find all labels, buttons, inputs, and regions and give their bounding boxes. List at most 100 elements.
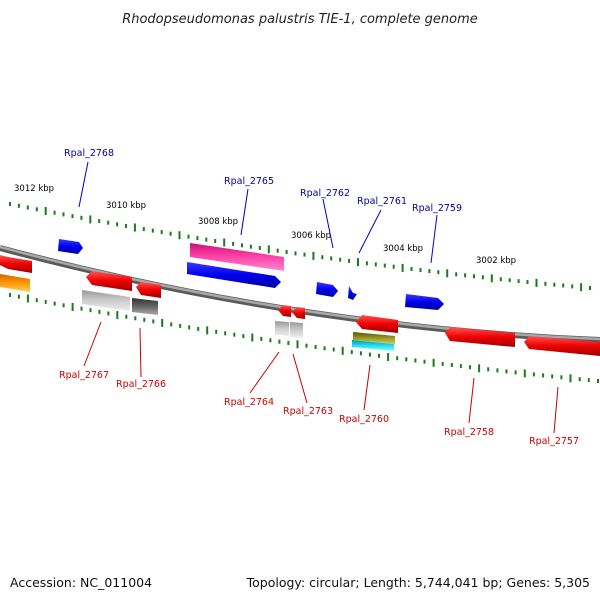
scale-tick-major bbox=[523, 369, 526, 378]
scale-tick-minor bbox=[496, 368, 499, 373]
scale-tick-minor bbox=[35, 298, 38, 303]
gene-label-rpal-2765[interactable]: Rpal_2765 bbox=[224, 176, 274, 187]
gene-label-rpal-2766[interactable]: Rpal_2766 bbox=[116, 379, 166, 390]
gene-rpal-2764-gray[interactable] bbox=[275, 321, 289, 336]
scale-tick-minor bbox=[383, 263, 386, 268]
scale-tick-major bbox=[312, 251, 315, 260]
gene-label-rpal-2759[interactable]: Rpal_2759 bbox=[412, 203, 462, 214]
scale-tick-minor bbox=[348, 258, 351, 263]
callout-line-rpal-2757 bbox=[553, 386, 559, 434]
scale-tick-minor bbox=[276, 248, 279, 253]
scale-tick-minor bbox=[269, 338, 272, 343]
gene-rpal-2763-gray[interactable] bbox=[290, 322, 303, 338]
scale-tick-major bbox=[490, 274, 493, 283]
scale-tick-minor bbox=[249, 244, 252, 249]
scale-tick-minor bbox=[233, 332, 236, 337]
forward-callout-lines bbox=[78, 161, 438, 264]
scale-tick-minor bbox=[44, 299, 47, 304]
scale-ticks-reverse bbox=[9, 293, 599, 383]
gene-partial-orange-left[interactable] bbox=[0, 274, 30, 292]
gene-rpal-2764[interactable] bbox=[278, 305, 291, 317]
scale-tick-minor bbox=[151, 228, 154, 233]
scale-tick-minor bbox=[287, 341, 290, 345]
topology-text: Topology: circular; Length: 5,744,041 bp… bbox=[246, 575, 590, 590]
scale-tick-minor bbox=[9, 202, 11, 206]
scale-tick-major bbox=[206, 326, 209, 335]
callout-line-rpal-2760 bbox=[363, 364, 371, 411]
gene-label-rpal-2764[interactable]: Rpal_2764 bbox=[224, 397, 274, 408]
callout-line-rpal-2766 bbox=[139, 327, 142, 378]
scale-tick-minor bbox=[214, 239, 217, 243]
gene-rpal-2758[interactable] bbox=[445, 327, 515, 347]
scale-tick-minor bbox=[303, 252, 306, 257]
gene-rpal-2760-cyan[interactable] bbox=[352, 340, 394, 351]
scale-tick-minor bbox=[526, 280, 529, 284]
scale-tick-minor bbox=[392, 264, 395, 269]
callout-line-rpal-2761 bbox=[358, 209, 382, 254]
scale-tick-major bbox=[133, 223, 136, 232]
scale-tick-minor bbox=[169, 231, 172, 236]
gene-rpal-2766[interactable] bbox=[136, 282, 161, 298]
scale-tick-minor bbox=[125, 314, 128, 319]
gene-label-rpal-2760[interactable]: Rpal_2760 bbox=[339, 414, 389, 425]
scale-tick-minor bbox=[365, 261, 368, 266]
scale-tick-minor bbox=[437, 270, 440, 275]
gene-label-rpal-2758[interactable]: Rpal_2758 bbox=[444, 427, 494, 438]
scale-ticks-forward bbox=[9, 202, 591, 292]
gene-label-rpal-2761[interactable]: Rpal_2761 bbox=[357, 196, 407, 207]
scale-tick-minor bbox=[487, 367, 490, 372]
scale-tick-major bbox=[251, 333, 254, 342]
scale-tick-minor bbox=[205, 237, 208, 242]
scale-tick-minor bbox=[125, 223, 127, 228]
scale-tick-minor bbox=[196, 236, 199, 241]
scale-tick-major bbox=[71, 303, 74, 311]
scale-tick-minor bbox=[323, 346, 326, 351]
gene-label-rpal-2767[interactable]: Rpal_2767 bbox=[59, 370, 109, 381]
scale-tick-major bbox=[387, 353, 390, 361]
scale-tick-minor bbox=[410, 267, 413, 271]
gene-rpal-2766-gray[interactable] bbox=[132, 298, 158, 315]
scale-tick-minor bbox=[459, 364, 462, 369]
scale-tick-minor bbox=[260, 336, 263, 341]
gene-rpal-2761[interactable] bbox=[348, 286, 357, 300]
scale-label-3002: 3002 kbp bbox=[476, 256, 516, 266]
gene-partial-red-left[interactable] bbox=[0, 255, 32, 273]
scale-tick-minor bbox=[80, 215, 83, 220]
gene-rpal-2767[interactable] bbox=[86, 271, 132, 291]
scale-tick-minor bbox=[215, 329, 218, 334]
reverse-strand-genes bbox=[0, 255, 600, 356]
scale-tick-minor bbox=[374, 262, 377, 267]
scale-tick-minor bbox=[160, 230, 163, 235]
scale-tick-minor bbox=[107, 220, 110, 225]
scale-tick-minor bbox=[514, 370, 517, 375]
gene-rpal-2763[interactable] bbox=[292, 307, 305, 319]
gene-rpal-2760[interactable] bbox=[356, 315, 398, 333]
gene-label-rpal-2768[interactable]: Rpal_2768 bbox=[64, 148, 114, 159]
gene-rpal-2767-gray[interactable] bbox=[82, 290, 130, 311]
gene-label-rpal-2763[interactable]: Rpal_2763 bbox=[283, 406, 333, 417]
scale-tick-major bbox=[446, 269, 449, 278]
scale-tick-minor bbox=[17, 203, 20, 208]
gene-rpal-2760-olive[interactable] bbox=[353, 332, 395, 344]
scale-tick-minor bbox=[464, 273, 467, 278]
gene-rpal-2765[interactable] bbox=[190, 243, 284, 271]
gene-label-rpal-2757[interactable]: Rpal_2757 bbox=[529, 436, 579, 447]
gene-rpal-2762[interactable] bbox=[316, 282, 338, 297]
scale-tick-minor bbox=[330, 256, 333, 261]
scale-tick-minor bbox=[428, 269, 431, 274]
gene-rpal-2768[interactable] bbox=[58, 239, 83, 254]
callout-line-rpal-2767 bbox=[83, 321, 102, 367]
scale-tick-minor bbox=[53, 301, 56, 306]
scale-tick-minor bbox=[305, 343, 308, 348]
gene-rpal-2765-blue[interactable] bbox=[187, 262, 281, 288]
callout-line-rpal-2765 bbox=[240, 188, 249, 236]
scale-tick-minor bbox=[62, 212, 65, 217]
scale-tick-minor bbox=[9, 293, 11, 297]
gene-rpal-2759[interactable] bbox=[405, 294, 444, 310]
scale-tick-minor bbox=[107, 311, 110, 316]
callout-line-rpal-2759 bbox=[430, 214, 438, 264]
gene-rpal-2757[interactable] bbox=[524, 336, 600, 356]
scale-tick-minor bbox=[542, 373, 545, 378]
gene-label-rpal-2762[interactable]: Rpal_2762 bbox=[300, 188, 350, 199]
scale-label-3008: 3008 kbp bbox=[198, 217, 238, 227]
